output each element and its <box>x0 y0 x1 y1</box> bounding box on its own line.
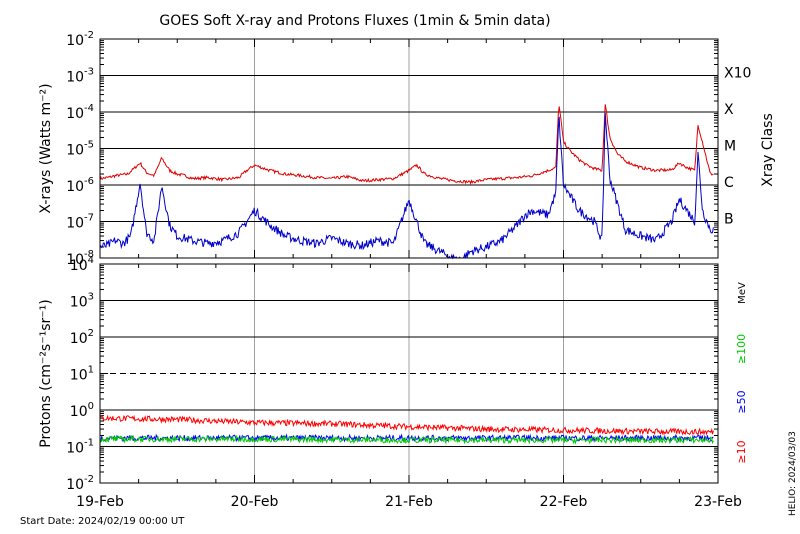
helio-date-label: HELIO: 2024/03/03 <box>788 431 798 516</box>
xray-class-label: X10 <box>724 65 751 81</box>
y-tick-label: 10-2 <box>66 30 94 49</box>
proton-legend-label: ≥10 <box>735 440 748 463</box>
y-tick-label: 10-7 <box>66 213 94 232</box>
x-tick-label: 19-Feb <box>76 494 124 510</box>
panel-frame <box>99 263 719 484</box>
y-tick-label: 10-1 <box>66 438 94 457</box>
proton-legend-label: ≥100 <box>735 334 748 364</box>
xray-class-label: X <box>724 102 734 118</box>
y-tick-label: 10-4 <box>66 103 94 122</box>
series-line <box>99 112 714 260</box>
proton-legend-label: ≥50 <box>735 390 748 413</box>
proton-panel: 10-2 10-1 100 101 102 103 104 19-Feb 20-Feb 21-Fe… <box>38 255 748 510</box>
chart-title: GOES Soft X-ray and Protons Fluxes (1min… <box>159 13 550 29</box>
y-tick-label: 10-6 <box>66 176 94 195</box>
x-tick-label: 22-Feb <box>540 494 588 510</box>
xray-class-label: B <box>724 211 734 227</box>
proton-y-axis-title: Protons (cm⁻²s⁻¹sr⁻¹) <box>38 299 54 448</box>
start-date-label: Start Date: 2024/02/19 00:00 UT <box>20 516 185 527</box>
y-tick-label: 104 <box>70 255 94 274</box>
panel-frame <box>99 38 719 259</box>
xray-class-label: M <box>724 138 736 154</box>
xray-panel: 10-8 10-7 10-6 10-5 10-4 10-3 10-2 X-rays (Watt… <box>38 30 776 268</box>
x-tick-label: 20-Feb <box>231 494 279 510</box>
y-tick-label: 102 <box>70 328 94 347</box>
y-tick-label: 10-5 <box>66 140 94 159</box>
series-line <box>99 414 714 436</box>
x-tick-label: 21-Feb <box>385 494 433 510</box>
y-tick-label: 10-2 <box>66 474 94 493</box>
series-line <box>99 104 714 186</box>
series-line <box>99 434 714 445</box>
y-tick-label: 103 <box>70 292 94 311</box>
mev-label: MeV <box>737 282 748 304</box>
y-tick-label: 10-8 <box>66 249 94 268</box>
y-tick-label: 10-3 <box>66 67 94 86</box>
xray-class-label: C <box>724 175 734 191</box>
xray-class-axis-title: Xray Class <box>760 113 776 187</box>
x-tick-label: 23-Feb <box>694 494 742 510</box>
y-tick-label: 100 <box>70 401 94 420</box>
y-tick-label: 101 <box>70 365 94 384</box>
xray-y-axis-title: X-rays (Watts m⁻²) <box>38 83 54 213</box>
